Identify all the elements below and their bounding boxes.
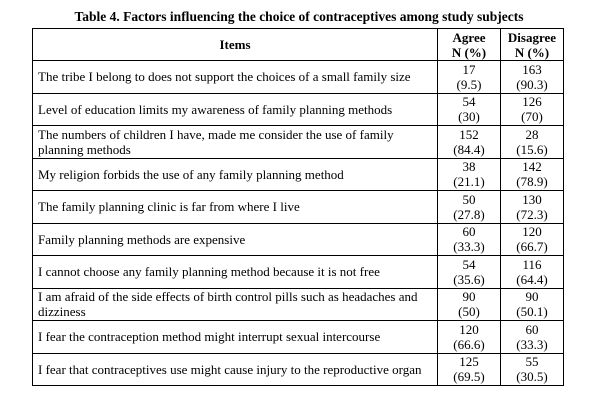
percent-text: (90.3)	[516, 76, 548, 92]
header-text: Agree	[452, 29, 486, 45]
item-cell: The family planning clinic is far from w…	[32, 190, 438, 224]
count-cell: 90 (50)	[437, 287, 501, 321]
count-cell: 28 (15.6)	[500, 125, 564, 159]
table-row: My religion forbids the use of any famil…	[32, 157, 564, 191]
table-row: I cannot choose any family planning meth…	[32, 255, 564, 289]
count-cell: 55 (30.5)	[500, 352, 564, 386]
percent-text: (84.4)	[453, 141, 485, 157]
item-cell: The numbers of children I have, made me …	[32, 125, 438, 159]
count-cell: 90 (50.1)	[500, 287, 564, 321]
count-text: 90	[525, 289, 539, 305]
count-text: 28	[525, 126, 539, 142]
count-text: 60	[462, 224, 476, 240]
count-cell: 125 (69.5)	[437, 352, 501, 386]
count-cell: 120 (66.7)	[500, 222, 564, 256]
percent-text: (50)	[458, 304, 480, 320]
count-cell: 54 (30)	[437, 92, 501, 126]
count-text: 50	[462, 191, 476, 207]
count-text: 142	[522, 159, 542, 175]
percent-text: (50.1)	[516, 304, 548, 320]
percent-text: (72.3)	[516, 206, 548, 222]
count-text: 54	[462, 256, 476, 272]
header-text: Disagree	[507, 29, 557, 45]
count-text: 126	[522, 94, 542, 110]
count-text: 152	[459, 126, 479, 142]
item-cell: My religion forbids the use of any famil…	[32, 157, 438, 191]
header-row: Items Agree N (%) Disagree N (%)	[32, 28, 564, 61]
table-row: The family planning clinic is far from w…	[32, 190, 564, 224]
count-cell: 130 (72.3)	[500, 190, 564, 224]
percent-text: (35.6)	[453, 271, 485, 287]
table-header: Items Agree N (%) Disagree N (%)	[32, 28, 564, 61]
table-row: Level of education limits my awareness o…	[32, 92, 564, 126]
count-text: 130	[522, 191, 542, 207]
count-cell: 50 (27.8)	[437, 190, 501, 224]
header-cell: Items	[32, 28, 438, 61]
count-text: 163	[522, 61, 542, 77]
count-cell: 120 (66.6)	[437, 320, 501, 354]
percent-text: (33.3)	[453, 239, 485, 255]
item-cell: I fear that contraceptives use might cau…	[32, 352, 438, 386]
subheader-text: N (%)	[514, 44, 550, 60]
table-row: Family planning methods are expensive 60(…	[32, 222, 564, 256]
percent-text: (78.9)	[516, 174, 548, 190]
count-cell: 60 (33.3)	[500, 320, 564, 354]
percent-text: (64.4)	[516, 271, 548, 287]
item-cell: I am afraid of the side effects of birth…	[32, 287, 438, 321]
percent-text: (33.3)	[516, 336, 548, 352]
count-cell: 152 (84.4)	[437, 125, 501, 159]
count-text: 17	[462, 61, 476, 77]
table-row: I am afraid of the side effects of birth…	[32, 287, 564, 321]
count-cell: 163 (90.3)	[500, 60, 564, 94]
percent-text: (30.5)	[516, 369, 548, 385]
percent-text: (66.7)	[516, 239, 548, 255]
item-cell: The tribe I belong to does not support t…	[32, 60, 438, 94]
percent-text: (69.5)	[453, 369, 485, 385]
percent-text: (30)	[458, 109, 480, 125]
percent-text: (27.8)	[453, 206, 485, 222]
subheader-text: N (%)	[451, 44, 487, 60]
table-row: I fear the contraception method might in…	[32, 320, 564, 354]
item-cell: I cannot choose any family planning meth…	[32, 255, 438, 289]
count-text: 60	[525, 321, 539, 337]
count-text: 120	[522, 224, 542, 240]
count-cell: 17 (9.5)	[437, 60, 501, 94]
count-cell: 54 (35.6)	[437, 255, 501, 289]
count-cell: 38 (21.1)	[437, 157, 501, 191]
count-text: 55	[525, 354, 539, 370]
count-cell: 60 (33.3)	[437, 222, 501, 256]
header-cell: Agree N (%)	[437, 28, 501, 61]
count-text: 54	[462, 94, 476, 110]
header-cell: Disagree N (%)	[500, 28, 564, 61]
count-text: 125	[459, 354, 479, 370]
item-cell: Family planning methods are expensive	[32, 222, 438, 256]
table-title: Table 4. Factors influencing the choice …	[74, 9, 524, 24]
count-text: 116	[522, 256, 542, 272]
count-cell: 116 (64.4)	[500, 255, 564, 289]
percent-text: (70)	[521, 109, 543, 125]
count-cell: 142 (78.9)	[500, 157, 564, 191]
count-text: 90	[462, 289, 476, 305]
table-row: I fear that contraceptives use might cau…	[32, 352, 564, 386]
percent-text: (21.1)	[453, 174, 485, 190]
percent-text: (15.6)	[516, 141, 548, 157]
table-row: The tribe I belong to does not support t…	[32, 60, 564, 94]
percent-text: (9.5)	[456, 76, 482, 92]
count-text: 38	[462, 159, 476, 175]
table: Items Agree N (%) Disagree N (%) The tribe…	[32, 28, 564, 386]
item-cell: Level of education limits my awareness o…	[32, 92, 438, 126]
count-text: 120	[459, 321, 479, 337]
item-cell: I fear the contraception method might in…	[32, 320, 438, 354]
table-body: The tribe I belong to does not support t…	[32, 60, 564, 386]
table-row: The numbers of children I have, made me …	[32, 125, 564, 159]
count-cell: 126 (70)	[500, 92, 564, 126]
percent-text: (66.6)	[453, 336, 485, 352]
